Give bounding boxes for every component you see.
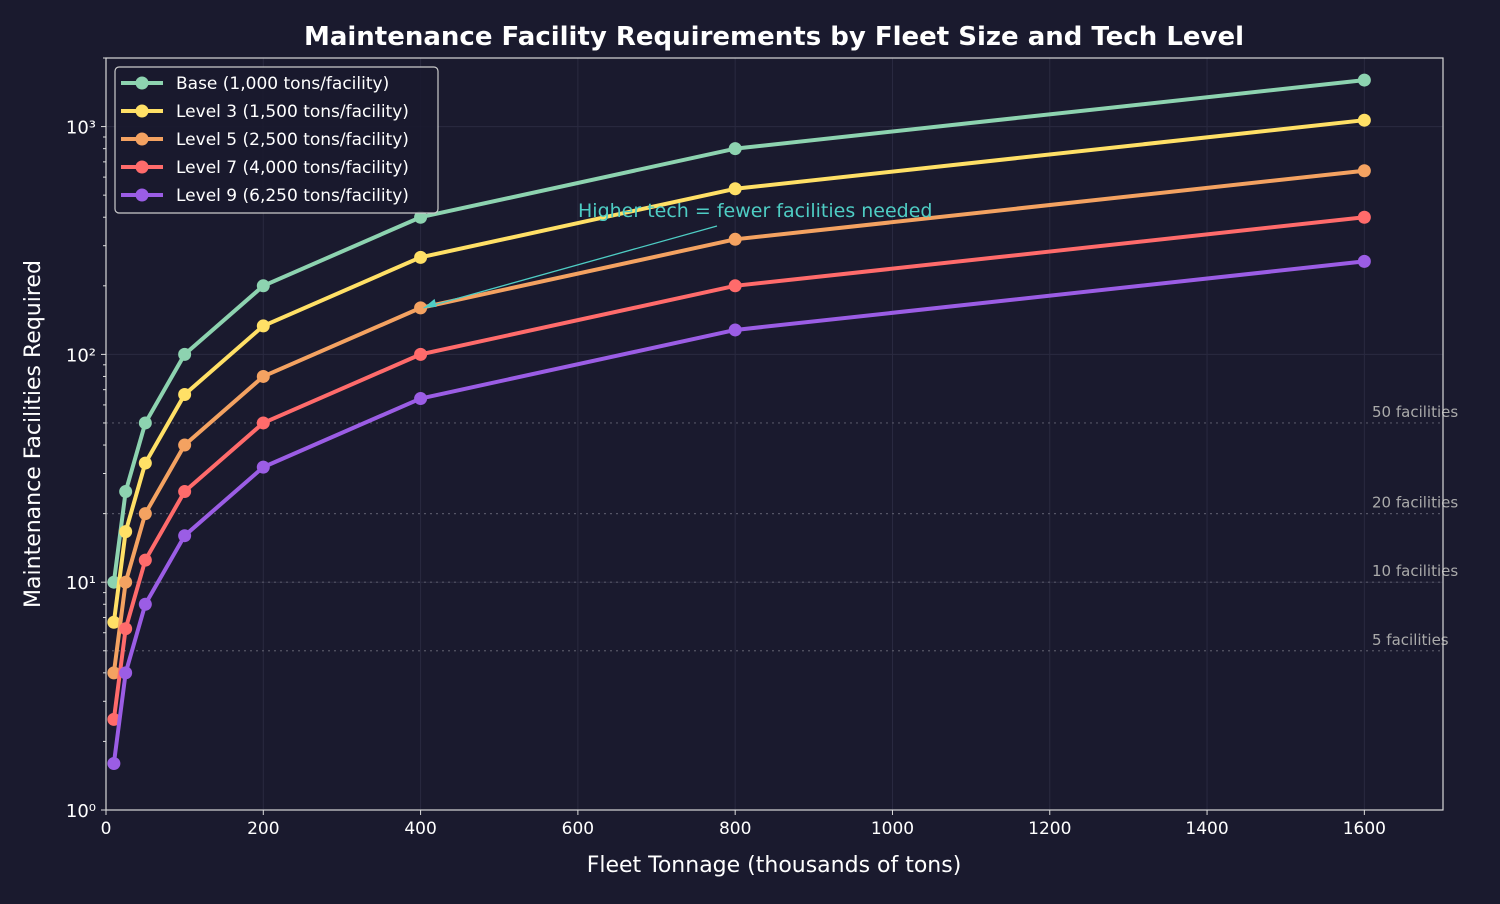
series-group: [107, 73, 1371, 770]
data-point: [256, 369, 270, 383]
legend-label: Base (1,000 tons/facility): [176, 74, 389, 94]
y-tick-label: 10¹: [66, 573, 96, 594]
reference-label: 10 facilities: [1372, 562, 1458, 580]
legend-label: Level 7 (4,000 tons/facility): [176, 158, 409, 178]
data-point: [138, 553, 152, 567]
x-axis-label: Fleet Tonnage (thousands of tons): [587, 853, 962, 878]
series-2: [107, 164, 1371, 680]
reference-lines: 50 facilities 20 facilities 10 facilities 5…: [106, 403, 1458, 652]
x-tick-label: 400: [404, 819, 436, 839]
series-line: [111, 259, 1365, 764]
series-line: [111, 78, 1365, 583]
data-point: [138, 456, 152, 470]
data-point: [256, 416, 270, 430]
legend-swatch-marker: [135, 76, 149, 90]
y-tick-label: 10³: [66, 118, 96, 139]
legend-label: Level 3 (1,500 tons/facility): [176, 102, 409, 122]
x-tick-label: 200: [247, 819, 279, 839]
reference-label: 20 facilities: [1372, 494, 1458, 512]
data-point: [119, 575, 133, 589]
legend-swatch-marker: [135, 160, 149, 174]
data-point: [138, 416, 152, 430]
data-point: [1357, 254, 1371, 268]
data-point: [1357, 164, 1371, 178]
data-point: [107, 615, 121, 629]
data-point: [138, 507, 152, 521]
series-line: [111, 168, 1365, 674]
data-point: [414, 347, 428, 361]
data-point: [728, 142, 742, 156]
y-axis-label: Maintenance Facilities Required: [21, 260, 46, 608]
series-3: [107, 210, 1371, 726]
x-tick-label: 1000: [871, 819, 914, 839]
data-point: [414, 250, 428, 264]
x-tick-label: 600: [562, 819, 594, 839]
data-point: [256, 319, 270, 333]
data-point: [138, 597, 152, 611]
y-tick-label: 10⁰: [66, 801, 96, 822]
data-point: [728, 279, 742, 293]
data-point: [119, 525, 133, 539]
annotation-arrow: [423, 225, 718, 309]
reference-label: 5 facilities: [1372, 631, 1449, 649]
x-tick-label: 1200: [1028, 819, 1071, 839]
legend-swatch-marker: [135, 132, 149, 146]
data-point: [256, 279, 270, 293]
legend-label: Level 9 (6,250 tons/facility): [176, 186, 409, 206]
data-point: [119, 666, 133, 680]
reference-label: 50 facilities: [1372, 403, 1458, 421]
ticks: 0 200 400 600 800 1000 1200 1400 1600 10⁰ 10¹ 10² 10…: [66, 57, 1386, 839]
data-point: [107, 756, 121, 770]
data-point: [256, 460, 270, 474]
x-tick-label: 1400: [1185, 819, 1228, 839]
data-point: [1357, 210, 1371, 224]
series-line: [111, 215, 1365, 720]
legend-box: [114, 66, 439, 214]
data-point: [178, 529, 192, 543]
annotation: Higher tech = fewer facilities needed: [423, 200, 933, 309]
x-tick-label: 1600: [1343, 819, 1386, 839]
data-point: [1357, 73, 1371, 87]
data-point: [178, 387, 192, 401]
series-4: [107, 254, 1371, 770]
chart-title: Maintenance Facility Requirements by Fle…: [304, 22, 1244, 52]
y-tick-label: 10²: [66, 345, 96, 366]
data-point: [119, 622, 133, 636]
axes-frame: [105, 57, 1444, 811]
legend-swatch-marker: [135, 188, 149, 202]
x-tick-label: 0: [101, 819, 112, 839]
data-point: [728, 323, 742, 337]
legend: Base (1,000 tons/facility) Level 3 (1,500…: [114, 66, 439, 214]
series-line: [111, 118, 1365, 623]
series-1: [107, 113, 1371, 629]
data-point: [414, 392, 428, 406]
annotation-text: Higher tech = fewer facilities needed: [578, 200, 933, 222]
legend-label: Level 5 (2,500 tons/facility): [176, 130, 409, 150]
x-tick-label: 800: [719, 819, 751, 839]
data-point: [178, 485, 192, 499]
data-point: [178, 347, 192, 361]
data-point: [414, 301, 428, 315]
legend-swatch-marker: [135, 104, 149, 118]
data-point: [107, 712, 121, 726]
data-point: [1357, 113, 1371, 127]
series-0: [107, 73, 1371, 589]
data-point: [107, 666, 121, 680]
annotation-arrowhead: [423, 298, 437, 308]
data-point: [728, 182, 742, 196]
data-point: [178, 438, 192, 452]
data-point: [728, 232, 742, 246]
data-point: [414, 210, 428, 224]
data-point: [119, 485, 133, 499]
